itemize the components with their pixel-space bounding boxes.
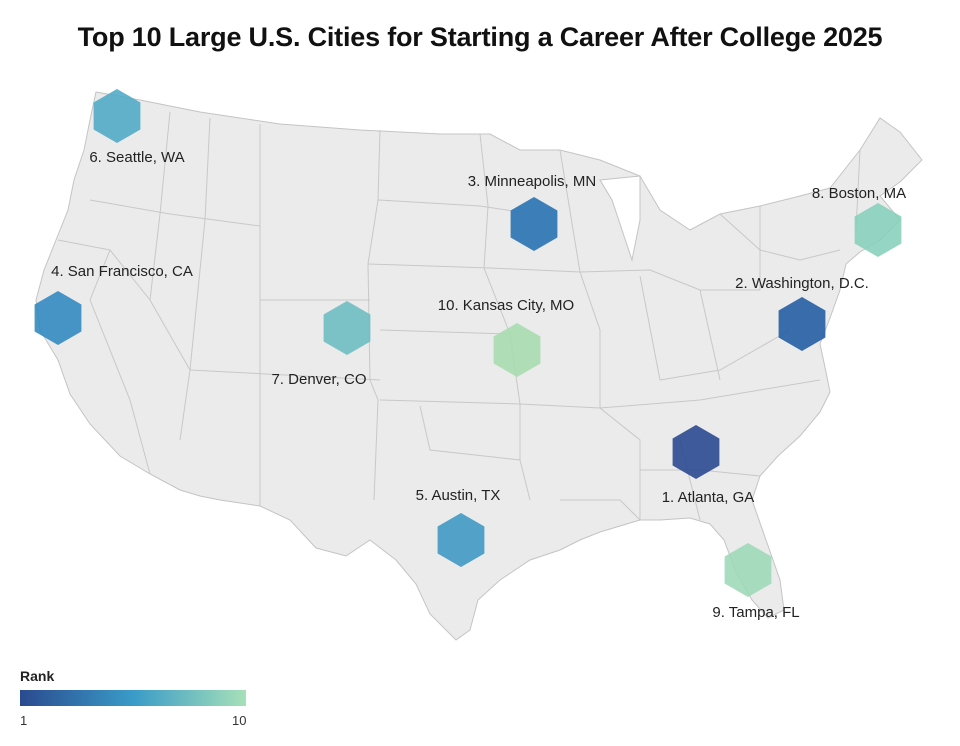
city-label-rank-10: 10. Kansas City, MO [438, 297, 574, 314]
city-marker-rank-8[interactable] [854, 203, 902, 257]
city-marker-rank-5[interactable] [437, 513, 485, 567]
us-outline [35, 91, 923, 641]
city-label-rank-8: 8. Boston, MA [812, 185, 906, 202]
legend-title: Rank [20, 668, 55, 684]
city-label-rank-5: 5. Austin, TX [416, 487, 501, 504]
city-marker-rank-7[interactable] [323, 301, 371, 355]
city-label-rank-7: 7. Denver, CO [271, 371, 366, 388]
city-marker-rank-6[interactable] [93, 89, 141, 143]
city-label-rank-1: 1. Atlanta, GA [662, 489, 755, 506]
city-markers: 1. Atlanta, GA 2. Washington, D.C. 3. Minn… [34, 89, 906, 621]
city-marker-rank-1[interactable] [672, 425, 720, 479]
legend-max-label: 10 [232, 713, 247, 728]
legend-min-label: 1 [20, 713, 28, 728]
city-marker-rank-3[interactable] [510, 197, 558, 251]
chart-title: Top 10 Large U.S. Cities for Starting a … [77, 22, 883, 52]
city-label-rank-4: 4. San Francisco, CA [51, 263, 193, 280]
city-marker-rank-2[interactable] [778, 297, 826, 351]
rank-legend: Rank 1 10 [20, 668, 260, 729]
city-label-rank-3: 3. Minneapolis, MN [468, 173, 596, 190]
state-borders [57, 111, 861, 521]
city-marker-rank-9[interactable] [724, 543, 772, 597]
legend-color-bar [20, 690, 246, 706]
great-lakes [599, 175, 641, 262]
us-land-layer [35, 91, 923, 641]
city-marker-rank-4[interactable] [34, 291, 82, 345]
city-label-rank-6: 6. Seattle, WA [89, 149, 184, 166]
city-label-rank-9: 9. Tampa, FL [712, 604, 799, 621]
city-marker-rank-10[interactable] [493, 323, 541, 377]
city-label-rank-2: 2. Washington, D.C. [735, 275, 869, 292]
